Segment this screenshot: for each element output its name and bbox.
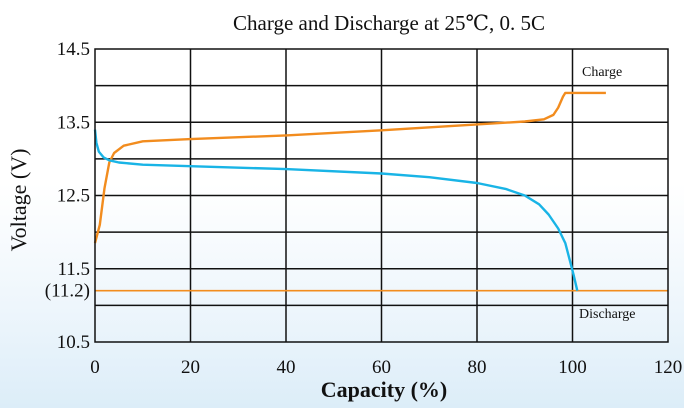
chart-title: Charge and Discharge at 25℃, 0. 5C [233,11,545,35]
grid [95,49,668,342]
y-axis-label: Voltage (V) [6,149,31,252]
tick-labels: 0 20 40 60 80 100 120 14.5 13.5 12.5 11.5(11.2) 10.… [45,39,682,378]
x-tick-label: 80 [468,357,487,378]
x-axis-label: Capacity (%) [321,377,447,402]
y-tick-label: 11.5 [57,259,90,280]
y-tick-label: 10.5 [57,332,90,353]
x-tick-label: 20 [181,357,200,378]
y-tick-label: (11.2) [45,281,90,302]
x-tick-label: 40 [277,357,296,378]
y-tick-label: 14.5 [57,39,90,60]
x-tick-label: 120 [654,357,683,378]
discharge-annotation: Discharge [579,307,636,322]
x-tick-label: 100 [558,357,587,378]
series-lines [93,91,606,291]
x-tick-label: 60 [372,357,391,378]
charge-annotation: Charge [582,65,622,80]
x-tick-label: 0 [90,357,100,378]
plot-frame [94,48,669,343]
y-tick-label: 12.5 [57,186,90,207]
discharge-line [93,129,579,291]
y-tick-label: 13.5 [57,112,90,133]
charge-line [93,91,606,244]
